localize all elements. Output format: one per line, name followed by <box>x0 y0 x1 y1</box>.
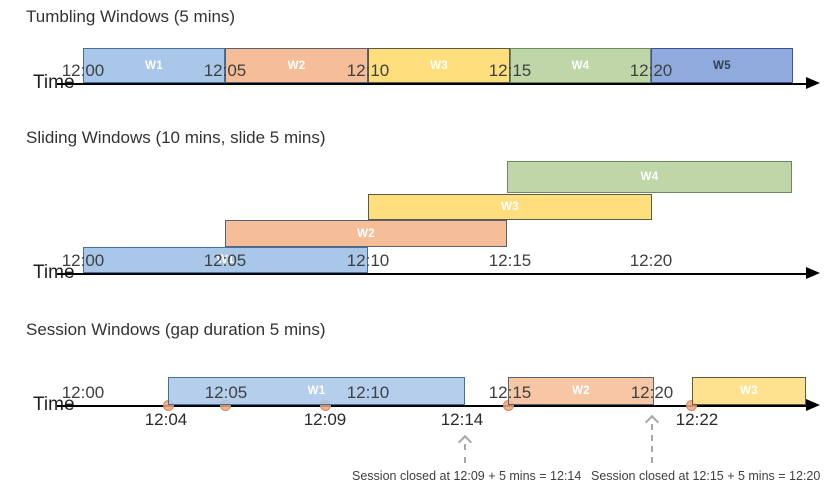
window-label: W4 <box>571 59 590 72</box>
sliding-tick-1215: 12:15 <box>488 251 532 270</box>
event-label-1214: 12:14 <box>440 410 484 429</box>
session-section-title: Session Windows (gap duration 5 mins) <box>26 320 326 339</box>
tumbling-tick-1205: 12:05 <box>203 61 247 80</box>
tumbling-tick-1200: 12:00 <box>61 61 105 80</box>
window-label: W3 <box>740 385 758 397</box>
tumbling-window-w5: W5 <box>651 48 793 83</box>
window-label: W1 <box>216 254 235 266</box>
session-tick-1215: 12:15 <box>488 383 532 402</box>
session-tick-1200: 12:00 <box>61 383 105 402</box>
sliding-tick-1200: 12:00 <box>61 251 105 270</box>
tumbling-tick-1210: 12:10 <box>346 61 390 80</box>
session-window-w2: W2 <box>508 377 654 405</box>
session-axis-arrow-icon <box>806 399 820 411</box>
sliding-tick-1220: 12:20 <box>629 251 673 270</box>
sliding-tick-1205: 12:05 <box>203 251 247 270</box>
window-label: W4 <box>640 171 659 183</box>
tumbling-section-title: Tumbling Windows (5 mins) <box>26 7 236 26</box>
tumbling-time-axis-label: Time <box>33 72 75 93</box>
tumbling-window-w2: W2 <box>225 48 368 83</box>
tumbling-tick-1220: 12:20 <box>629 61 673 80</box>
tumbling-time-axis <box>57 83 808 85</box>
sliding-window-w4: W4 <box>507 161 792 193</box>
sliding-window-w2: W2 <box>225 220 507 247</box>
session-time-axis-label: Time <box>33 394 75 415</box>
session-close-annotation-1: Session closed at 12:09 + 5 mins = 12:14 <box>352 469 582 483</box>
window-label: W3 <box>501 201 519 213</box>
tumbling-tick-1215: 12:15 <box>488 61 532 80</box>
tumbling-axis-arrow-icon <box>806 77 820 89</box>
event-label-1209: 12:09 <box>303 410 347 429</box>
sliding-axis-arrow-icon <box>806 267 820 279</box>
session-window-w1: W1 <box>168 377 465 405</box>
session-time-axis <box>57 405 808 407</box>
window-label: W1 <box>307 385 326 397</box>
session-tick-1205: 12:05 <box>204 383 248 402</box>
tumbling-window-w4: W4 <box>510 48 651 83</box>
event-label-1222: 12:22 <box>675 410 719 429</box>
window-label: W2 <box>357 227 375 240</box>
window-label: W1 <box>145 59 163 72</box>
sliding-time-axis-label: Time <box>33 262 75 283</box>
sliding-window-w3: W3 <box>368 194 652 220</box>
sliding-window-w1: W1 <box>83 247 368 273</box>
sliding-time-axis <box>57 273 808 275</box>
event-label-1204: 12:04 <box>144 410 188 429</box>
session-tick-1210: 12:10 <box>346 383 390 402</box>
session-close-arrow-stem <box>651 424 653 463</box>
window-label: W3 <box>430 59 448 72</box>
tumbling-window-w3: W3 <box>368 48 510 83</box>
sliding-section-title: Sliding Windows (10 mins, slide 5 mins) <box>26 128 326 147</box>
session-close-arrow-stem <box>464 444 466 463</box>
session-window-w3: W3 <box>692 377 806 405</box>
tumbling-window-w1: W1 <box>83 48 225 83</box>
event-dot-1222 <box>686 400 697 411</box>
window-label: W2 <box>287 59 306 72</box>
window-label: W2 <box>572 385 590 397</box>
sliding-tick-1210: 12:10 <box>346 251 390 270</box>
session-close-annotation-2: Session closed at 12:15 + 5 mins = 12:20 <box>591 469 821 483</box>
window-label: W5 <box>713 59 731 72</box>
session-tick-1220: 12:20 <box>630 383 674 402</box>
